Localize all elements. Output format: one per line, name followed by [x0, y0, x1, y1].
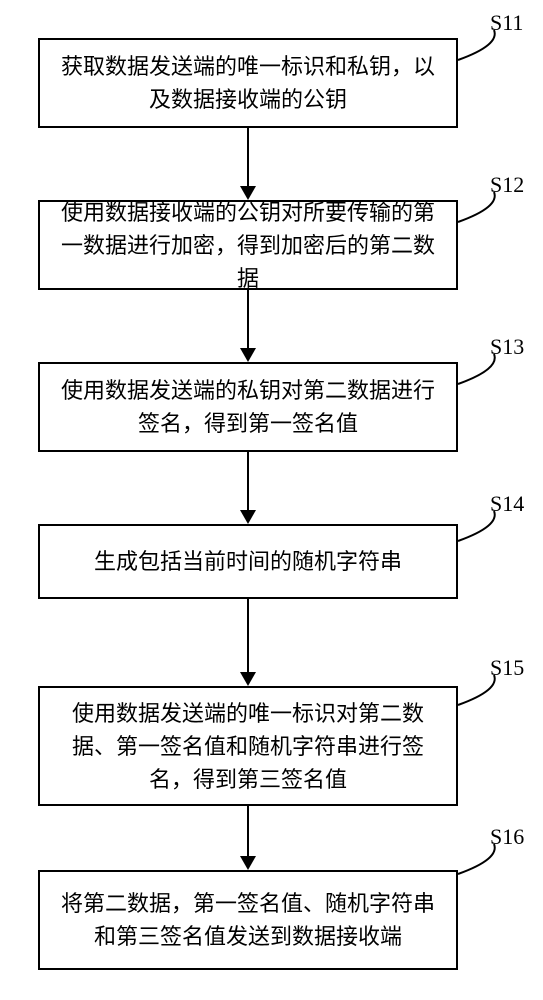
step-box-s16: 将第二数据，第一签名值、随机字符串和第三签名值发送到数据接收端 [38, 870, 458, 970]
arrow-line-2 [247, 452, 249, 510]
step-box-s15: 使用数据发送端的唯一标识对第二数据、第一签名值和随机字符串进行签名，得到第三签名… [38, 686, 458, 806]
connector-s13 [453, 349, 505, 389]
step-text: 获取数据发送端的唯一标识和私钥，以及数据接收端的公钥 [60, 50, 436, 116]
step-text: 使用数据接收端的公钥对所要传输的第一数据进行加密，得到加密后的第二数据 [60, 196, 436, 295]
step-text: 使用数据发送端的私钥对第二数据进行签名，得到第一签名值 [60, 374, 436, 440]
connector-s11 [453, 25, 505, 65]
connector-s14 [453, 506, 505, 546]
connector-s15 [453, 670, 505, 710]
step-text: 将第二数据，第一签名值、随机字符串和第三签名值发送到数据接收端 [60, 887, 436, 953]
arrow-line-0 [247, 128, 249, 186]
arrow-line-4 [247, 806, 249, 856]
step-box-s11: 获取数据发送端的唯一标识和私钥，以及数据接收端的公钥 [38, 38, 458, 128]
step-box-s12: 使用数据接收端的公钥对所要传输的第一数据进行加密，得到加密后的第二数据 [38, 200, 458, 290]
arrow-line-1 [247, 290, 249, 348]
arrow-head-0 [240, 186, 256, 200]
arrow-head-2 [240, 510, 256, 524]
step-text: 使用数据发送端的唯一标识对第二数据、第一签名值和随机字符串进行签名，得到第三签名… [60, 697, 436, 796]
flowchart-container: 获取数据发送端的唯一标识和私钥，以及数据接收端的公钥S11使用数据接收端的公钥对… [0, 0, 543, 1000]
connector-s16 [453, 839, 505, 879]
step-text: 生成包括当前时间的随机字符串 [94, 545, 402, 578]
step-box-s14: 生成包括当前时间的随机字符串 [38, 524, 458, 599]
arrow-head-1 [240, 348, 256, 362]
arrow-head-4 [240, 856, 256, 870]
arrow-line-3 [247, 599, 249, 672]
step-box-s13: 使用数据发送端的私钥对第二数据进行签名，得到第一签名值 [38, 362, 458, 452]
arrow-head-3 [240, 672, 256, 686]
connector-s12 [453, 187, 505, 227]
